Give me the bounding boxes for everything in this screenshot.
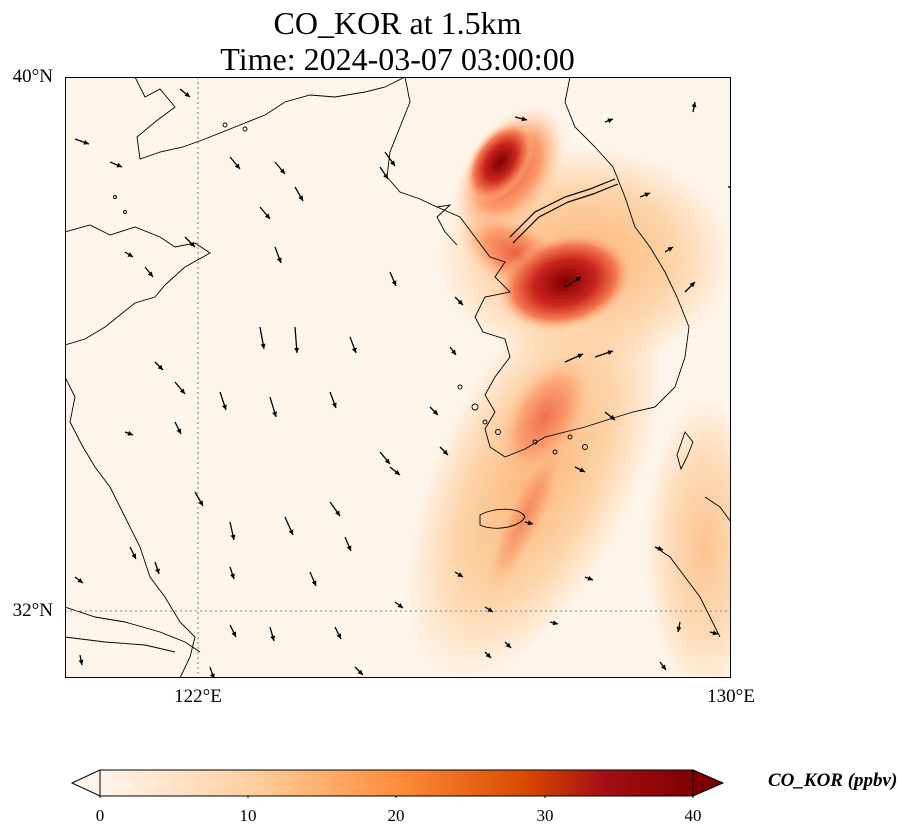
wind-arrow-head: [575, 277, 581, 282]
wind-arrow-head: [346, 545, 352, 551]
wind-arrow-head: [230, 534, 236, 540]
wind-arrow-head: [294, 347, 300, 353]
wind-arrow-head: [116, 162, 122, 168]
wind-arrow-head: [131, 553, 136, 559]
map-plot: [65, 77, 731, 678]
wind-arrow-head: [336, 633, 341, 639]
wind-arrow-head: [230, 573, 235, 579]
wind-arrow-head: [270, 635, 276, 641]
wind-arrow-head: [676, 626, 682, 632]
wind-arrow-head: [451, 349, 456, 355]
wind-arrow-head: [609, 414, 615, 420]
wind-arrow-head: [689, 282, 695, 288]
wind-arrow-head: [279, 168, 285, 174]
wind-arrow-head: [77, 578, 83, 583]
map-title: CO_KOR at 1.5km: [273, 5, 522, 41]
wind-arrow-head: [661, 664, 666, 670]
colorbar-label: CO_KOR (ppbv): [768, 770, 898, 791]
wind-arrow-head: [83, 139, 89, 145]
colorbar: [70, 769, 725, 798]
y-tick-40n: 40°N: [12, 66, 53, 87]
wind-arrow-head: [587, 575, 593, 581]
wind-arrow-head: [147, 271, 153, 277]
coastlines: [65, 77, 731, 678]
wind-arrow-head: [210, 673, 215, 678]
wind-arrow-head: [264, 213, 270, 219]
co-concentration-field: [405, 105, 731, 678]
map-frame: [65, 77, 731, 678]
x-tick-122e: 122°E: [174, 686, 222, 707]
wind-arrow-head: [442, 449, 448, 455]
colorbar-tick-0: 0: [95, 806, 105, 825]
colorbar-tick-10: 10: [239, 806, 257, 825]
colorbar-tick-40: 40: [684, 806, 702, 825]
wind-arrow-head: [288, 529, 294, 535]
wind-arrow-head: [335, 510, 340, 516]
wind-arrow-head: [276, 257, 282, 263]
x-tick-130e: 130°E: [707, 686, 755, 707]
wind-arrow-head: [577, 353, 583, 359]
wind-arrow-head: [552, 620, 558, 626]
wind-arrow-head: [78, 659, 84, 665]
wind-arrow-head: [155, 568, 160, 574]
wind-arrow-head: [607, 350, 613, 355]
wind-arrow-head: [457, 572, 463, 577]
wind-arrow-head: [521, 116, 527, 122]
wind-arrow-head: [397, 603, 403, 608]
wind-arrow-head: [298, 195, 303, 201]
wind-arrow-head: [691, 102, 697, 108]
wind-arrow-head: [384, 458, 390, 464]
colorbar-gradient: [99, 769, 694, 797]
wind-arrow-head: [222, 404, 227, 410]
colorbar-tick-20: 20: [387, 806, 405, 825]
wind-arrow-head: [234, 163, 240, 169]
wind-arrow-head: [127, 430, 133, 436]
wind-arrow-head: [272, 411, 277, 417]
wind-arrow-head: [157, 364, 163, 370]
colorbar-extend-min: [70, 769, 101, 797]
wind-arrow-head: [357, 669, 363, 675]
map-subtitle-time: Time: 2024-03-07 03:00:00: [220, 41, 575, 77]
wind-arrow-head: [579, 467, 585, 472]
wind-arrow-head: [644, 192, 650, 198]
wind-arrow-head: [527, 520, 533, 526]
wind-arrow-head: [487, 607, 493, 612]
wind-arrow-head: [394, 469, 400, 475]
wind-arrow-head: [505, 642, 511, 648]
wind-arrow-head: [189, 241, 195, 247]
wind-arrow-head: [667, 247, 673, 252]
wind-arrow-head: [432, 409, 438, 415]
colorbar-tick-30: 30: [536, 806, 554, 825]
wind-arrow-head: [485, 652, 491, 658]
wind-arrow-head: [198, 500, 203, 506]
wind-arrow-head: [176, 428, 181, 434]
wind-arrow-head: [657, 545, 663, 551]
wind-arrow-head: [383, 173, 388, 179]
wind-arrow-head: [391, 280, 397, 286]
colorbar-extend-max: [692, 769, 725, 797]
wind-arrow-head: [179, 388, 185, 394]
wind-arrow-head: [390, 160, 395, 166]
gridlines: [65, 77, 731, 678]
wind-arrow-head: [331, 402, 337, 408]
wind-arrow-head: [712, 630, 718, 636]
wind-arrow-head: [231, 631, 236, 637]
colorbar-tick-marks: [99, 796, 694, 798]
wind-arrow-head: [311, 580, 317, 586]
wind-arrow-head: [607, 118, 613, 124]
wind-arrow-head: [351, 347, 357, 353]
y-tick-32n: 32°N: [12, 600, 53, 621]
wind-arrow-head: [260, 343, 266, 349]
wind-arrow-head: [127, 252, 133, 257]
wind-vectors: [74, 88, 731, 678]
wind-arrow-head: [184, 91, 190, 97]
